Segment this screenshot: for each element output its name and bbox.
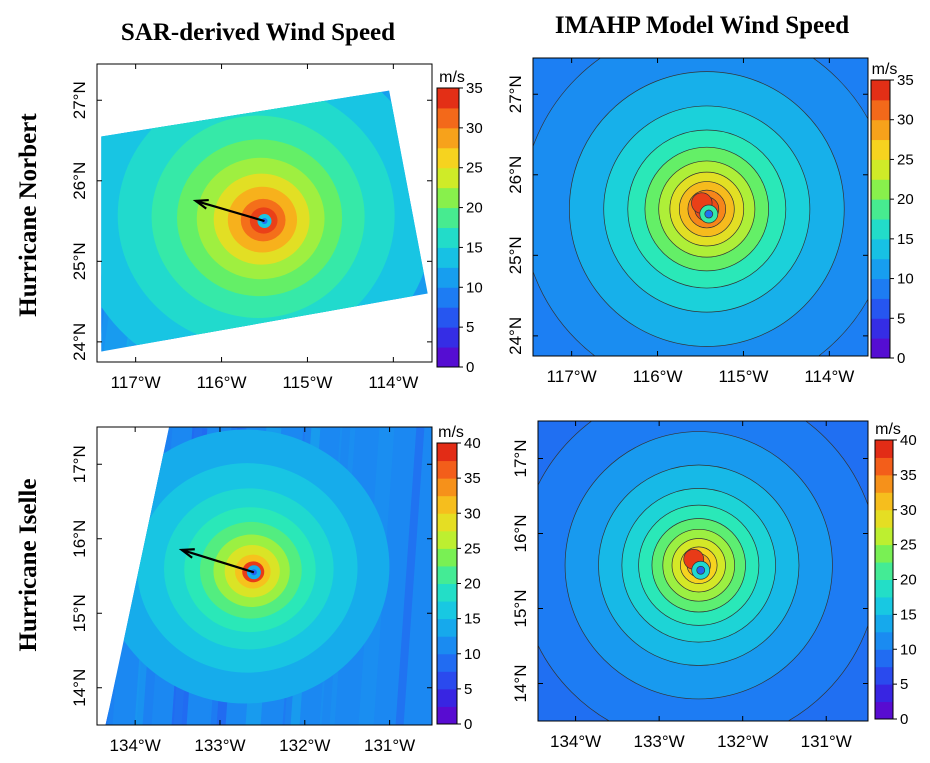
colorbar-tick-label: 40 — [900, 432, 917, 449]
x-tick-label: 115°W — [282, 373, 332, 392]
y-tick-label: 14°N — [70, 669, 89, 707]
colorbar-unit: m/s — [872, 61, 898, 78]
colorbar-tick-label: 35 — [464, 470, 481, 487]
x-tick-label: 114°W — [804, 367, 854, 386]
colorbar-tick-label: 5 — [466, 319, 474, 336]
colorbar-tick-label: 0 — [900, 711, 908, 728]
colorbar: 0 5 10 15 20 25 30 35m/s — [870, 61, 914, 367]
y-tick-label: 25°N — [70, 242, 89, 280]
y-tick-label: 25°N — [506, 236, 525, 274]
row-title-norbert: Hurricane Norbert — [15, 113, 42, 317]
colorbar-tick-label: 30 — [897, 112, 914, 129]
colorbar-tick-label: 40 — [464, 435, 481, 452]
motion-arrow — [181, 548, 255, 574]
motion-arrow-head — [178, 548, 195, 559]
x-tick-label: 133°W — [634, 732, 685, 751]
x-tick-label: 132°W — [717, 732, 768, 751]
colorbar-tick-label: 35 — [897, 72, 914, 89]
y-tick-label: 16°N — [511, 515, 530, 553]
colorbar-tick-label: 20 — [466, 200, 483, 217]
colorbar-tick-label: 35 — [900, 467, 917, 484]
plot-frame — [532, 57, 869, 357]
model-eye — [696, 565, 706, 575]
colorbar-tick-label: 30 — [464, 505, 481, 522]
x-tick-label: 117°W — [547, 367, 597, 386]
y-tick-label: 15°N — [70, 594, 89, 632]
y-tick-label: 17°N — [70, 445, 89, 483]
motion-arrow — [195, 199, 265, 223]
colorbar-unit: m/s — [875, 421, 901, 438]
row-title-iselle: Hurricane Iselle — [15, 479, 42, 652]
colorbar: 0 5 10 15 20 25 30 35 40m/s — [874, 421, 917, 728]
colorbar-tick-label: 15 — [466, 239, 483, 256]
colorbar-tick-label: 25 — [464, 540, 481, 557]
panel-3: 134°W 133°W 132°W 131°W 14°N 15°N 16°N 17°N 0 5 10… — [70, 424, 481, 755]
panel-2: 117°W 116°W 115°W 114°W 24°N 25°N 26°N 27°N 0 5 10… — [506, 57, 914, 386]
colorbar-tick-label: 5 — [900, 676, 908, 693]
colorbar-tick-label: 15 — [900, 606, 917, 623]
column-title-model: IMAHP Model Wind Speed — [555, 12, 849, 39]
colorbar-tick-label: 0 — [897, 350, 905, 367]
colorbar-tick-label: 30 — [900, 502, 917, 519]
colorbar-tick-label: 0 — [464, 716, 472, 733]
colorbar-tick-label: 10 — [900, 641, 917, 658]
model-eye — [704, 209, 714, 219]
colorbar-tick-label: 20 — [464, 576, 481, 593]
y-tick-label: 27°N — [70, 81, 89, 119]
y-tick-label: 16°N — [70, 520, 89, 558]
x-tick-label: 134°W — [110, 736, 161, 755]
plot-frame — [537, 420, 869, 722]
x-tick-label: 132°W — [279, 736, 330, 755]
plot-frame — [96, 63, 433, 363]
colorbar-tick-label: 5 — [897, 310, 905, 327]
x-tick-label: 114°W — [368, 373, 418, 392]
y-tick-label: 26°N — [70, 162, 89, 200]
plot-frame — [96, 426, 433, 726]
colorbar-tick-label: 25 — [466, 160, 483, 177]
y-tick-label: 24°N — [70, 323, 89, 361]
sar-swath — [101, 90, 428, 352]
x-tick-label: 133°W — [194, 736, 245, 755]
x-tick-label: 134°W — [550, 732, 601, 751]
column-title-sar: SAR-derived Wind Speed — [121, 19, 395, 46]
colorbar: 0 5 10 15 20 25 30 35m/s — [436, 69, 483, 376]
colorbar-tick-label: 25 — [900, 537, 917, 554]
x-tick-label: 131°W — [801, 732, 852, 751]
y-tick-label: 14°N — [511, 665, 530, 703]
colorbar-tick-label: 20 — [900, 572, 917, 589]
colorbar-tick-label: 10 — [466, 279, 483, 296]
x-tick-label: 116°W — [197, 373, 247, 392]
colorbar: 0 5 10 15 20 25 30 35 40m/s — [436, 424, 481, 733]
colorbar-tick-label: 35 — [466, 80, 483, 97]
panel-1: 117°W 116°W 115°W 114°W 24°N 25°N 26°N 27°N 0 5 10… — [70, 63, 483, 392]
colorbar-unit: m/s — [438, 424, 464, 441]
x-tick-label: 131°W — [364, 736, 415, 755]
panel-4: 134°W 133°W 132°W 131°W 14°N 15°N 16°N 17°N 0 5 10… — [511, 420, 917, 751]
y-tick-label: 15°N — [511, 590, 530, 628]
x-tick-label: 116°W — [633, 367, 683, 386]
colorbar-tick-label: 15 — [897, 231, 914, 248]
x-tick-label: 115°W — [718, 367, 768, 386]
colorbar-tick-label: 0 — [466, 359, 474, 376]
colorbar-tick-label: 20 — [897, 191, 914, 208]
colorbar-tick-label: 10 — [464, 646, 481, 663]
colorbar-tick-label: 30 — [466, 120, 483, 137]
colorbar-tick-label: 15 — [464, 611, 481, 628]
y-tick-label: 26°N — [506, 156, 525, 194]
colorbar-tick-label: 25 — [897, 151, 914, 168]
motion-arrow-head — [192, 198, 209, 210]
y-tick-label: 17°N — [511, 440, 530, 478]
colorbar-tick-label: 5 — [464, 681, 472, 698]
x-tick-label: 117°W — [111, 373, 161, 392]
y-tick-label: 27°N — [506, 75, 525, 113]
colorbar-unit: m/s — [439, 69, 465, 86]
y-tick-label: 24°N — [506, 317, 525, 355]
colorbar-tick-label: 10 — [897, 271, 914, 288]
sar-swath — [105, 427, 432, 725]
